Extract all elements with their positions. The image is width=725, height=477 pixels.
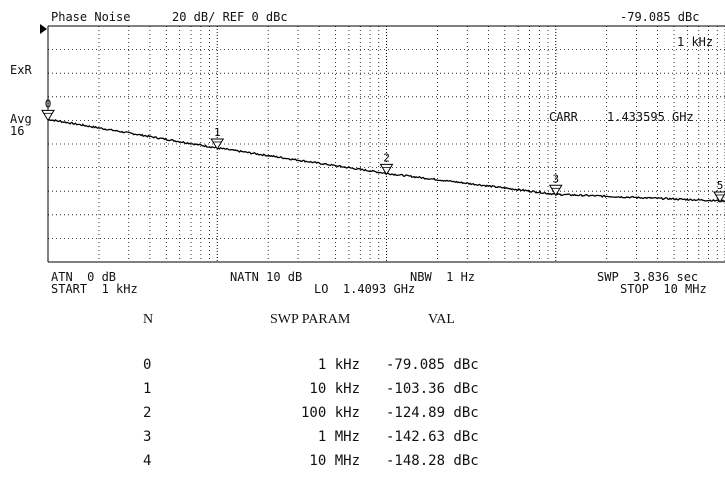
bandwidth-status: NBW 1 Hz [410, 270, 476, 284]
lo-frequency: LO 1.4093 GHz [314, 282, 416, 296]
sweep-time-status: SWP 3.836 sec [597, 270, 699, 284]
marker-number-label: 0 [45, 97, 52, 110]
graticule [47, 25, 725, 263]
carrier-value: 1.433595 GHz [607, 110, 694, 124]
table-row: 3 1 MHz -142.63 dBc [0, 429, 725, 451]
row-sweep-param: 10 MHz [309, 453, 360, 469]
exr-label: ExR [10, 63, 32, 77]
table-row: 1 10 kHz -103.36 dBc [0, 381, 725, 403]
marker-number-label: 5 [717, 179, 724, 192]
noise-attenuation-status: NATN 10 dB [230, 270, 303, 284]
carrier-label: CARR [549, 110, 578, 124]
table-row: 0 1 kHz -79.085 dBc [0, 357, 725, 379]
row-index: 3 [143, 429, 152, 445]
stop-frequency: STOP 10 MHz [620, 282, 707, 296]
row-index: 4 [143, 453, 152, 469]
attenuation-status: ATN 0 dB [51, 270, 117, 284]
table-row: 4 10 MHz -148.28 dBc [0, 453, 725, 475]
table-header: N SWP PARAM VAL [0, 312, 725, 334]
row-value: -79.085 dBc [386, 357, 479, 373]
row-sweep-param: 1 kHz [317, 357, 360, 373]
row-sweep-param: 100 kHz [300, 405, 360, 421]
column-header-n: N [143, 312, 154, 327]
marker-triangle-icon [379, 163, 394, 176]
marker-number-label: 2 [383, 151, 390, 164]
marker-triangle-icon [210, 138, 225, 150]
table-row: 2 100 kHz -124.89 dBc [0, 405, 725, 427]
marker-level-readout: -79.085 dBc [620, 10, 700, 24]
scale-readout: 20 dB/ REF 0 dBc [172, 10, 288, 24]
row-index: 1 [143, 381, 152, 397]
start-frequency: START 1 kHz [51, 282, 138, 296]
row-index: 0 [143, 357, 152, 373]
row-sweep-param: 1 MHz [317, 429, 360, 445]
marker-triangle-icon [41, 109, 55, 122]
marker-triangle-icon [713, 191, 725, 203]
column-header-swp-param: SWP PARAM [270, 312, 351, 327]
plot-title: Phase Noise [51, 10, 131, 24]
marker-triangle-icon [548, 184, 563, 197]
row-value: -103.36 dBc [386, 381, 479, 397]
row-sweep-param: 10 kHz [309, 381, 360, 397]
column-header-val: VAL [428, 312, 455, 327]
row-value: -148.28 dBc [386, 453, 479, 469]
row-value: -142.63 dBc [386, 429, 479, 445]
marker-layer: 0 1 2 3 5 [41, 97, 725, 203]
avg-label: Avg [10, 112, 32, 126]
avg-count: 16 [10, 124, 25, 138]
marker-number-label: 3 [552, 172, 559, 185]
row-value: -124.89 dBc [386, 405, 479, 421]
marker-number-label: 1 [214, 126, 221, 139]
marker-freq-readout: 1 kHz [677, 35, 714, 49]
active-trace-arrow-icon [40, 24, 47, 34]
row-index: 2 [143, 405, 152, 421]
